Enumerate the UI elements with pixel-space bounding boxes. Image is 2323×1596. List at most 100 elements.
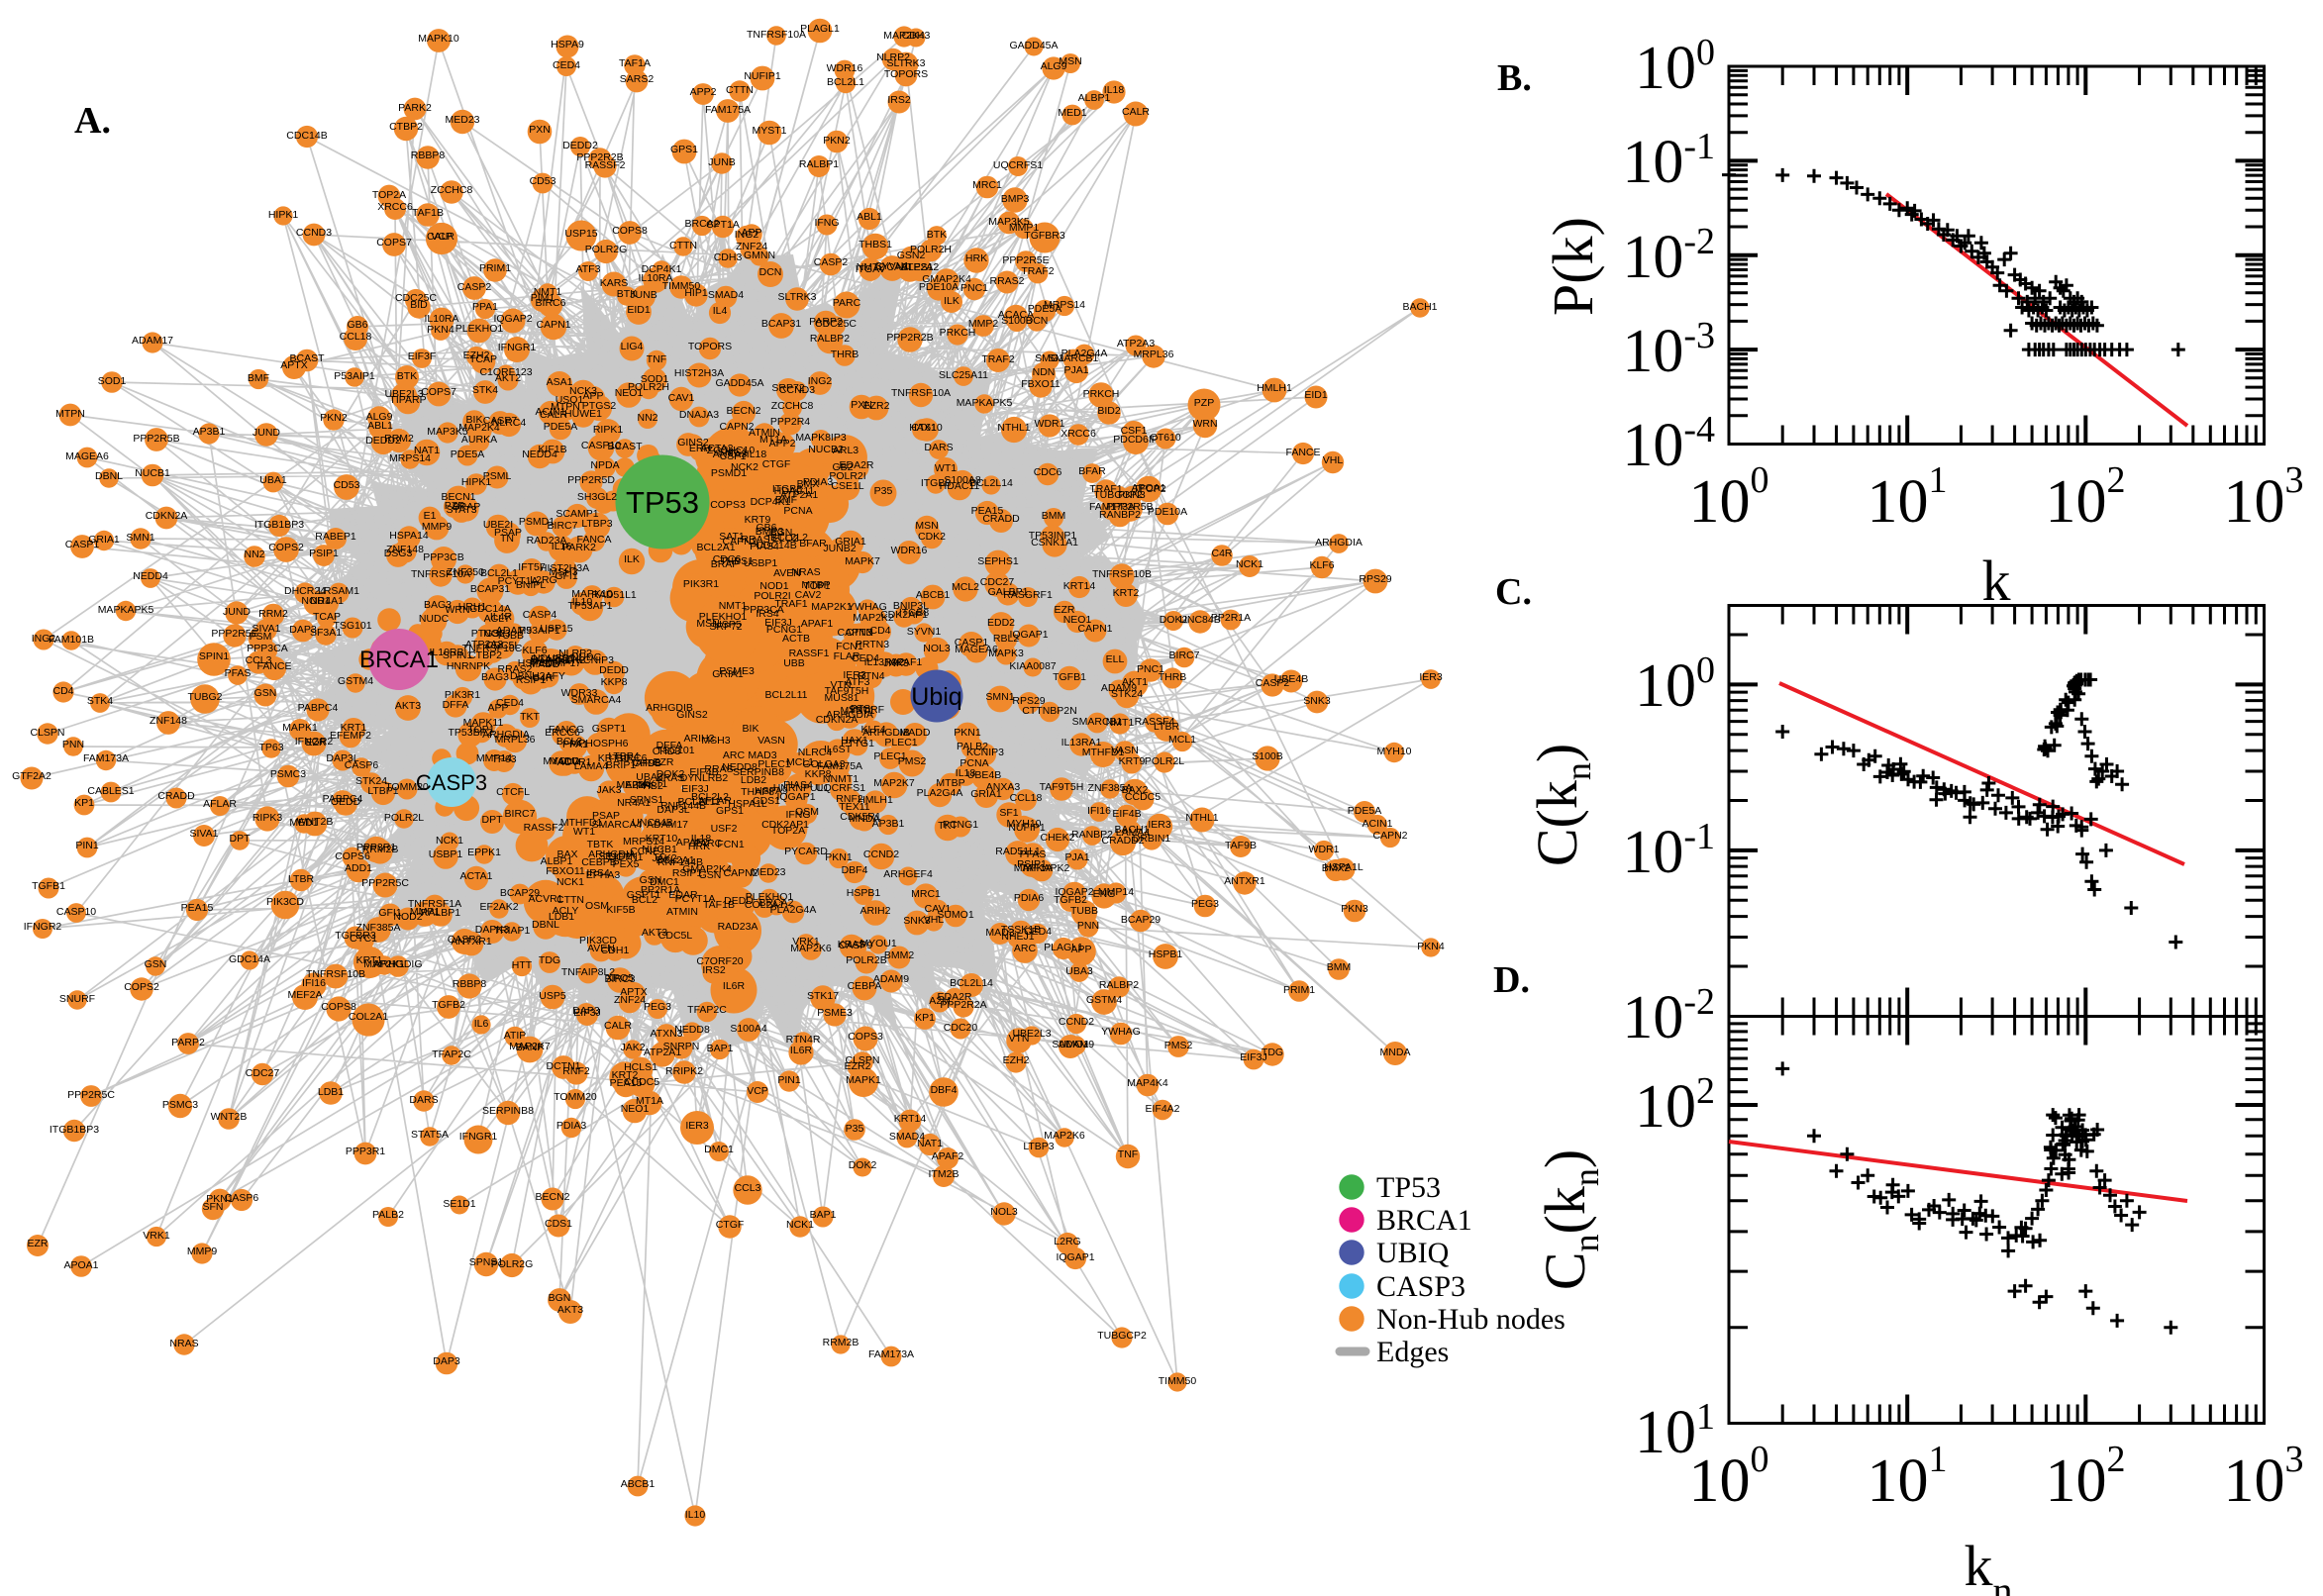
svg-text:SARS2: SARS2 <box>620 73 655 85</box>
svg-text:MTPN: MTPN <box>55 408 85 420</box>
svg-text:PEA15: PEA15 <box>181 902 214 914</box>
svg-text:BMM2: BMM2 <box>884 949 914 961</box>
svg-text:HRK: HRK <box>965 252 987 264</box>
svg-text:CASP2: CASP2 <box>814 256 849 268</box>
svg-text:TCAP: TCAP <box>313 611 341 623</box>
svg-text:BIRC7: BIRC7 <box>1169 649 1200 661</box>
svg-text:IL13RA1: IL13RA1 <box>1061 737 1102 748</box>
svg-text:COPS8: COPS8 <box>612 225 648 237</box>
svg-text:PKN2: PKN2 <box>823 135 851 147</box>
svg-text:IER3: IER3 <box>1148 819 1171 831</box>
svg-text:PCNA: PCNA <box>783 505 812 517</box>
svg-text:BCAP29: BCAP29 <box>500 887 540 899</box>
svg-text:JUND: JUND <box>252 427 280 439</box>
svg-text:FANCE: FANCE <box>1285 447 1320 458</box>
svg-text:FAM173A: FAM173A <box>868 1348 914 1360</box>
svg-text:APP: APP <box>1070 944 1091 955</box>
svg-text:DPT: DPT <box>482 814 504 826</box>
svg-text:TOP2A: TOP2A <box>771 825 805 837</box>
svg-text:CASP10: CASP10 <box>56 906 96 918</box>
svg-text:SYVN1: SYVN1 <box>907 626 942 638</box>
svg-text:DOK2: DOK2 <box>849 1159 877 1171</box>
svg-text:MAP2K7: MAP2K7 <box>873 777 915 789</box>
svg-text:ARHGEF4: ARHGEF4 <box>883 868 933 880</box>
svg-text:IER3: IER3 <box>1419 671 1443 683</box>
svg-text:THRB: THRB <box>1159 671 1187 683</box>
svg-text:SNK3: SNK3 <box>1303 695 1331 707</box>
svg-text:PZP: PZP <box>1194 397 1214 409</box>
svg-text:IRS2: IRS2 <box>887 94 911 106</box>
svg-text:PIN1: PIN1 <box>75 840 99 851</box>
svg-text:RAD51L1: RAD51L1 <box>591 589 637 601</box>
svg-text:PP2R1A: PP2R1A <box>1211 612 1251 624</box>
svg-text:ARC: ARC <box>1014 943 1037 954</box>
svg-text:HRH1: HRH1 <box>458 601 487 613</box>
svg-text:DBNL: DBNL <box>95 470 123 482</box>
svg-text:IFNGR1: IFNGR1 <box>498 342 537 353</box>
svg-text:VASN: VASN <box>758 735 785 747</box>
svg-text:DSG3: DSG3 <box>384 548 413 559</box>
svg-text:BIK: BIK <box>466 414 483 426</box>
svg-text:PTGS2: PTGS2 <box>471 628 506 640</box>
svg-text:CCND3: CCND3 <box>296 227 332 239</box>
svg-text:ATMIN: ATMIN <box>666 906 698 918</box>
svg-text:CALR: CALR <box>1122 106 1150 118</box>
svg-text:PABPC4: PABPC4 <box>323 793 363 805</box>
svg-text:COPS2: COPS2 <box>124 981 159 993</box>
svg-text:MSN: MSN <box>1059 55 1081 67</box>
svg-text:ABCB1: ABCB1 <box>621 1478 656 1490</box>
svg-text:CDK2: CDK2 <box>918 531 946 543</box>
svg-text:TAF9T5H: TAF9T5H <box>1040 781 1084 793</box>
svg-text:k: k <box>1982 549 2011 613</box>
svg-text:NLRC4: NLRC4 <box>798 747 833 758</box>
svg-text:ANTXR1: ANTXR1 <box>1224 875 1265 887</box>
svg-text:CD53: CD53 <box>530 175 556 187</box>
svg-text:ACLY: ACLY <box>484 613 511 625</box>
svg-text:COL2A1: COL2A1 <box>349 1011 388 1023</box>
svg-text:CDC6: CDC6 <box>1034 466 1062 478</box>
svg-text:TGFB1: TGFB1 <box>32 880 65 892</box>
svg-text:CTTN: CTTN <box>726 84 754 96</box>
svg-text:KRT2: KRT2 <box>1113 587 1140 599</box>
svg-text:CTTNBP2N: CTTNBP2N <box>1022 705 1076 717</box>
svg-text:AFLAR: AFLAR <box>203 798 237 810</box>
svg-text:CHEK2: CHEK2 <box>1040 832 1074 844</box>
svg-text:STAT5A: STAT5A <box>411 1129 449 1141</box>
svg-text:PSME3: PSME3 <box>817 1007 853 1019</box>
svg-text:RALBP2: RALBP2 <box>1099 979 1139 991</box>
svg-text:BACH1: BACH1 <box>1402 301 1437 313</box>
svg-text:PJA1: PJA1 <box>1063 364 1088 376</box>
svg-text:GOLGA3: GOLGA3 <box>802 758 845 770</box>
svg-text:NTHL1: NTHL1 <box>1185 812 1218 824</box>
svg-text:RALBP1: RALBP1 <box>799 158 839 170</box>
svg-text:MEF2A: MEF2A <box>287 989 322 1001</box>
svg-text:APP2: APP2 <box>769 438 796 449</box>
svg-text:CTGF: CTGF <box>762 458 791 470</box>
svg-text:S100B: S100B <box>1252 750 1283 762</box>
svg-text:RBBP8: RBBP8 <box>453 978 487 990</box>
svg-text:BCAP29: BCAP29 <box>1121 914 1161 926</box>
svg-text:CCND2: CCND2 <box>863 848 899 860</box>
svg-text:TRAF1: TRAF1 <box>1089 483 1122 495</box>
svg-text:MYH10: MYH10 <box>1376 746 1411 757</box>
svg-text:BRCA1: BRCA1 <box>1376 1204 1472 1237</box>
svg-text:NUCB2: NUCB2 <box>808 444 844 455</box>
svg-text:PPP2R5D: PPP2R5D <box>567 474 615 486</box>
svg-text:CTGF: CTGF <box>716 1219 745 1231</box>
svg-text:DCN: DCN <box>759 266 782 278</box>
svg-text:CASP7: CASP7 <box>483 415 518 427</box>
svg-text:CT610: CT610 <box>1150 432 1181 444</box>
svg-text:PSMC3: PSMC3 <box>270 768 306 780</box>
svg-text:GB6: GB6 <box>347 319 367 331</box>
svg-text:PKN3: PKN3 <box>1341 903 1368 915</box>
svg-text:S100A4: S100A4 <box>730 1023 767 1035</box>
svg-text:PSIP1: PSIP1 <box>1017 858 1047 870</box>
svg-text:PXN: PXN <box>851 399 872 411</box>
svg-text:SUMO1: SUMO1 <box>1052 1039 1089 1050</box>
svg-text:BCL2A1: BCL2A1 <box>656 854 694 866</box>
svg-text:GALBP1: GALBP1 <box>988 586 1029 598</box>
svg-text:RRM2: RRM2 <box>258 608 288 620</box>
svg-text:BRCA2: BRCA2 <box>684 218 719 230</box>
svg-text:DAP3L: DAP3L <box>326 752 358 764</box>
svg-text:RAD23A: RAD23A <box>718 921 758 933</box>
